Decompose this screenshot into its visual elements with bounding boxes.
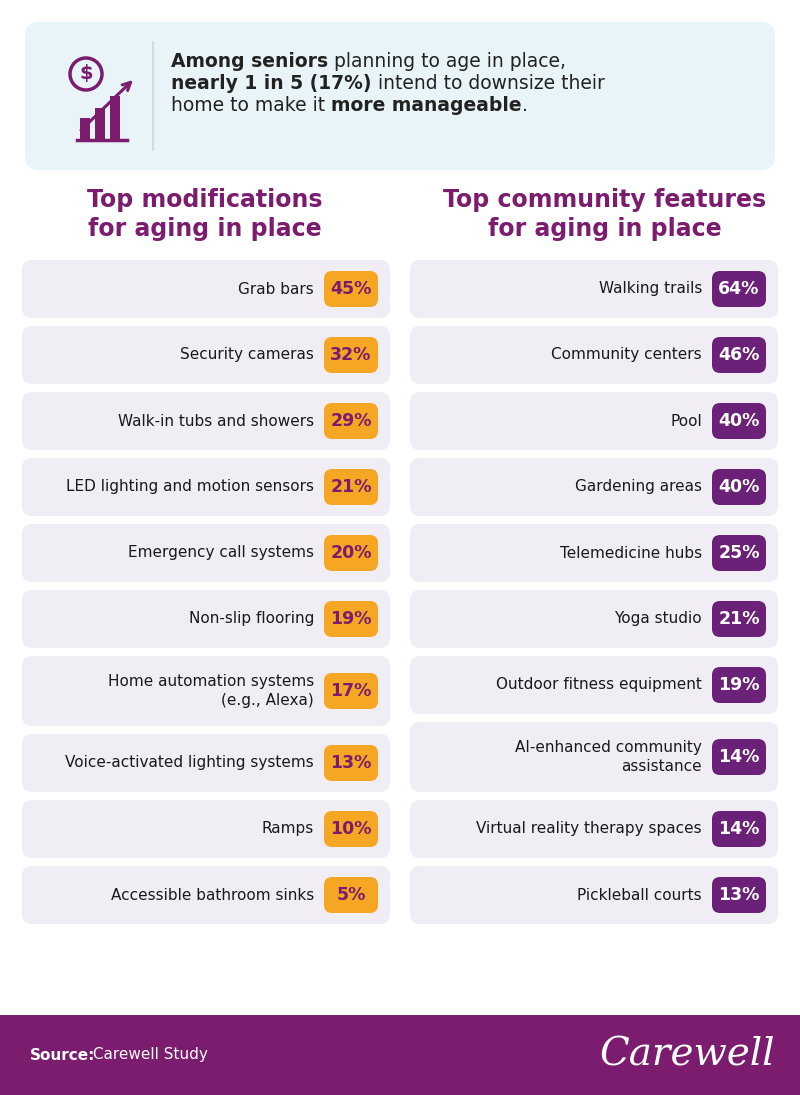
FancyBboxPatch shape	[22, 866, 390, 924]
Text: Ramps: Ramps	[262, 821, 314, 837]
FancyBboxPatch shape	[22, 656, 390, 726]
FancyBboxPatch shape	[712, 877, 766, 913]
Text: nearly 1 in 5 (17%): nearly 1 in 5 (17%)	[171, 74, 371, 93]
Text: Grab bars: Grab bars	[238, 281, 314, 297]
Text: 17%: 17%	[330, 682, 372, 700]
FancyBboxPatch shape	[324, 270, 378, 307]
Text: LED lighting and motion sensors: LED lighting and motion sensors	[66, 480, 314, 495]
Text: Voice-activated lighting systems: Voice-activated lighting systems	[66, 756, 314, 771]
Text: Emergency call systems: Emergency call systems	[128, 545, 314, 561]
Text: 5%: 5%	[336, 886, 366, 904]
FancyBboxPatch shape	[324, 601, 378, 637]
Bar	[80, 118, 90, 140]
FancyBboxPatch shape	[22, 458, 390, 516]
Bar	[0, 1015, 800, 1095]
Text: 14%: 14%	[718, 820, 760, 838]
FancyBboxPatch shape	[25, 22, 775, 170]
FancyBboxPatch shape	[410, 525, 778, 583]
FancyBboxPatch shape	[410, 458, 778, 516]
FancyBboxPatch shape	[410, 326, 778, 384]
Text: 25%: 25%	[718, 544, 760, 562]
Text: intend to downsize their: intend to downsize their	[371, 74, 604, 93]
FancyBboxPatch shape	[324, 673, 378, 708]
Text: 64%: 64%	[718, 280, 760, 298]
Text: 40%: 40%	[718, 479, 760, 496]
FancyBboxPatch shape	[324, 535, 378, 570]
Text: $: $	[79, 65, 93, 83]
FancyBboxPatch shape	[22, 326, 390, 384]
FancyBboxPatch shape	[712, 739, 766, 775]
Bar	[110, 96, 120, 140]
Text: Top community features
for aging in place: Top community features for aging in plac…	[443, 188, 766, 241]
FancyBboxPatch shape	[324, 469, 378, 505]
Text: Carewell: Carewell	[599, 1037, 775, 1073]
FancyBboxPatch shape	[712, 601, 766, 637]
FancyBboxPatch shape	[22, 392, 390, 450]
Text: 19%: 19%	[718, 676, 760, 694]
FancyBboxPatch shape	[712, 270, 766, 307]
Text: Community centers: Community centers	[551, 347, 702, 362]
FancyBboxPatch shape	[712, 337, 766, 373]
Text: 46%: 46%	[718, 346, 760, 364]
Text: 29%: 29%	[330, 412, 372, 430]
Text: .: .	[522, 96, 528, 115]
FancyBboxPatch shape	[410, 392, 778, 450]
FancyBboxPatch shape	[22, 260, 390, 318]
Text: Yoga studio: Yoga studio	[614, 611, 702, 626]
Text: Source:: Source:	[30, 1048, 95, 1062]
Text: planning to age in place,: planning to age in place,	[328, 51, 566, 71]
Text: Home automation systems
(e.g., Alexa): Home automation systems (e.g., Alexa)	[108, 675, 314, 707]
Text: 32%: 32%	[330, 346, 372, 364]
FancyBboxPatch shape	[712, 811, 766, 848]
FancyBboxPatch shape	[22, 525, 390, 583]
Text: Among seniors: Among seniors	[171, 51, 328, 71]
Bar	[95, 108, 105, 140]
FancyBboxPatch shape	[410, 800, 778, 858]
FancyBboxPatch shape	[324, 745, 378, 781]
FancyBboxPatch shape	[712, 469, 766, 505]
FancyBboxPatch shape	[324, 877, 378, 913]
FancyBboxPatch shape	[324, 811, 378, 848]
FancyBboxPatch shape	[410, 590, 778, 648]
Text: Virtual reality therapy spaces: Virtual reality therapy spaces	[476, 821, 702, 837]
FancyBboxPatch shape	[22, 590, 390, 648]
Text: 13%: 13%	[718, 886, 760, 904]
Text: Gardening areas: Gardening areas	[575, 480, 702, 495]
FancyBboxPatch shape	[712, 403, 766, 439]
FancyBboxPatch shape	[410, 866, 778, 924]
Text: Outdoor fitness equipment: Outdoor fitness equipment	[496, 678, 702, 692]
Text: 19%: 19%	[330, 610, 372, 629]
Text: Walk-in tubs and showers: Walk-in tubs and showers	[118, 414, 314, 428]
FancyBboxPatch shape	[410, 260, 778, 318]
Text: 21%: 21%	[718, 610, 760, 629]
Text: Accessible bathroom sinks: Accessible bathroom sinks	[110, 888, 314, 902]
Text: 45%: 45%	[330, 280, 372, 298]
FancyBboxPatch shape	[410, 656, 778, 714]
FancyBboxPatch shape	[712, 535, 766, 570]
FancyBboxPatch shape	[22, 800, 390, 858]
FancyBboxPatch shape	[324, 337, 378, 373]
FancyBboxPatch shape	[410, 722, 778, 792]
Text: Pickleball courts: Pickleball courts	[578, 888, 702, 902]
Text: Security cameras: Security cameras	[180, 347, 314, 362]
FancyBboxPatch shape	[712, 667, 766, 703]
Text: home to make it: home to make it	[171, 96, 331, 115]
FancyBboxPatch shape	[324, 403, 378, 439]
Text: 13%: 13%	[330, 754, 372, 772]
Text: 21%: 21%	[330, 479, 372, 496]
FancyBboxPatch shape	[22, 734, 390, 792]
Text: Top modifications
for aging in place: Top modifications for aging in place	[87, 188, 322, 241]
Text: AI-enhanced community
assistance: AI-enhanced community assistance	[515, 740, 702, 774]
Text: more manageable: more manageable	[331, 96, 522, 115]
Text: 14%: 14%	[718, 748, 760, 766]
Text: 40%: 40%	[718, 412, 760, 430]
Text: Carewell Study: Carewell Study	[88, 1048, 208, 1062]
Text: 20%: 20%	[330, 544, 372, 562]
Text: Pool: Pool	[670, 414, 702, 428]
Text: Walking trails: Walking trails	[598, 281, 702, 297]
Text: Non-slip flooring: Non-slip flooring	[189, 611, 314, 626]
Text: Telemedicine hubs: Telemedicine hubs	[560, 545, 702, 561]
Text: 10%: 10%	[330, 820, 372, 838]
